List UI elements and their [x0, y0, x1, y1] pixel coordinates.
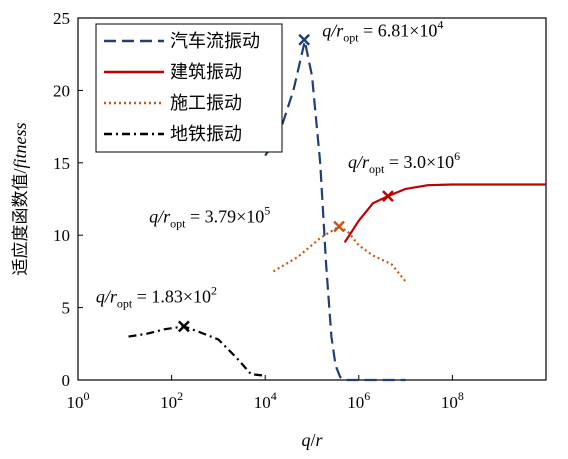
optimum-marker-stroke: [177, 320, 190, 333]
x-tick-base: 10: [67, 393, 84, 412]
annotation-subscript: opt: [343, 31, 359, 45]
optimum-marker-stroke: [333, 220, 345, 233]
annotation-subscript: opt: [117, 296, 133, 310]
y-axis-label-fitness: fitness: [10, 122, 30, 168]
optimum-annotation: q/ropt = 3.79×105: [149, 204, 270, 231]
y-axis: 0 5 10 15 20 25: [53, 9, 83, 390]
annotation-prefix: q/r: [149, 207, 171, 227]
annotation-prefix: q/r: [322, 21, 344, 41]
x-tick-label: 100: [67, 389, 90, 412]
annotation-value: = 6.81×10: [359, 21, 438, 41]
plot-frame: [77, 17, 547, 381]
y-tick-label: 0: [62, 371, 71, 390]
optimum-annotation: q/ropt = 6.81×104: [322, 18, 443, 45]
x-tick-exponent: 2: [177, 389, 183, 403]
x-tick-label: 106: [347, 389, 370, 412]
y-tick-label: 15: [53, 154, 70, 173]
y-tick-label: 20: [53, 81, 70, 100]
x-axis-label: q/r: [301, 430, 323, 450]
legend-label-3: 施工振动: [170, 93, 242, 114]
x-axis: 100 102 104 106 108: [67, 375, 464, 412]
optimum-marker-stroke: [298, 33, 311, 46]
x-tick-base: 10: [254, 393, 271, 412]
x-tick-label: 108: [441, 389, 464, 412]
series-line-4: [128, 325, 266, 377]
x-axis-label-q: q: [301, 430, 310, 450]
series-line-1: [264, 40, 406, 382]
optimum-annotation: q/ropt = 3.0×106: [348, 149, 460, 176]
x-tick-base: 10: [160, 393, 177, 412]
annotation-prefix: q/r: [96, 286, 118, 306]
optimum-marker-stroke: [382, 190, 394, 202]
x-axis-label-sep: /: [310, 430, 315, 450]
annotation-value: = 1.83×10: [132, 286, 211, 306]
annotation-value: = 3.79×10: [185, 207, 264, 227]
x-tick-exponent: 0: [84, 389, 90, 403]
annotation-exponent: 6: [454, 149, 460, 163]
y-tick-label: 5: [62, 299, 71, 318]
y-axis-label-cn: 适应度函数值: [11, 174, 31, 276]
x-tick-label: 104: [254, 389, 277, 412]
legend-label-1: 汽车流振动: [170, 31, 260, 52]
optimum-markers: [177, 33, 394, 333]
y-tick-label: 10: [53, 226, 70, 245]
x-tick-exponent: 6: [364, 389, 370, 403]
y-tick-label: 25: [53, 9, 70, 28]
annotation-subscript: opt: [170, 217, 186, 231]
x-tick-exponent: 4: [271, 389, 277, 403]
annotation-subscript: opt: [369, 162, 385, 176]
x-tick-base: 10: [441, 393, 458, 412]
annotation-exponent: 5: [264, 204, 270, 218]
legend-box: [95, 23, 283, 153]
annotation-prefix: q/r: [348, 152, 370, 172]
x-tick-exponent: 8: [458, 389, 464, 403]
annotation-value: = 3.0×10: [384, 152, 454, 172]
y-axis-label-sep: /: [10, 169, 30, 174]
legend-label-2: 建筑振动: [170, 62, 242, 83]
x-tick-label: 102: [160, 389, 183, 412]
annotation-exponent: 2: [211, 283, 217, 297]
optimum-annotation: q/ropt = 1.83×102: [96, 283, 217, 310]
x-tick-base: 10: [347, 393, 364, 412]
series-lines: [128, 40, 546, 382]
y-axis-label: 适应度函数值/fitness: [10, 122, 31, 275]
x-axis-label-r: r: [316, 430, 324, 450]
series-line-3: [272, 225, 407, 283]
annotation-exponent: 4: [437, 18, 443, 32]
legend-label-4: 地铁振动: [170, 124, 242, 145]
series-line-2: [343, 183, 546, 243]
